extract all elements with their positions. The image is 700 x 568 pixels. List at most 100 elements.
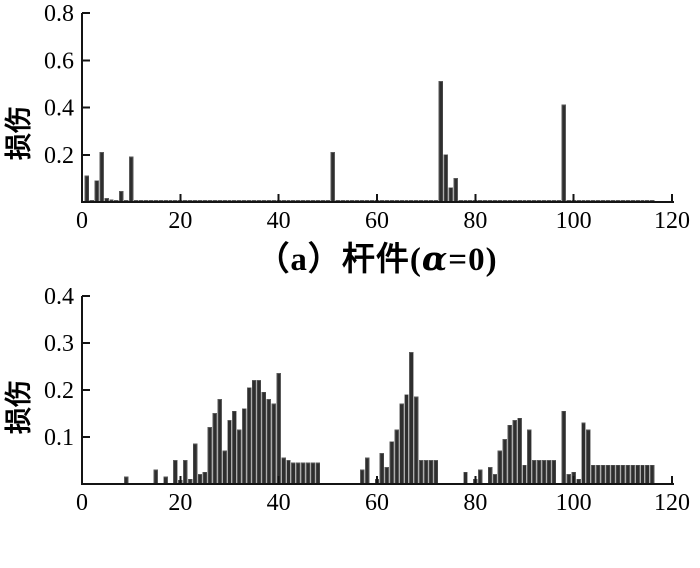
bar [497, 450, 503, 485]
caption-a-post: =0) [448, 242, 498, 278]
bar [532, 460, 537, 485]
bar [291, 462, 296, 485]
x-tick-label: 100 [556, 208, 592, 234]
x-tick-label: 120 [654, 490, 690, 516]
bar [197, 474, 203, 485]
bar [463, 471, 468, 485]
bar [301, 462, 306, 485]
bar [546, 460, 552, 485]
bar [394, 429, 399, 485]
bar [389, 441, 394, 485]
bar [438, 81, 444, 203]
y-tick-label: 0.4 [44, 284, 74, 310]
bar [620, 464, 626, 485]
bar [242, 408, 247, 485]
bar [119, 190, 124, 203]
bar [227, 420, 232, 485]
axes-b [81, 295, 674, 485]
bar [487, 467, 493, 485]
x-tick-label: 120 [654, 208, 690, 234]
bar [566, 474, 571, 485]
bar [256, 380, 262, 485]
bar [433, 460, 439, 485]
bar [507, 424, 512, 485]
x-tick-label: 40 [267, 490, 291, 516]
bar [246, 387, 252, 485]
bar [527, 429, 532, 485]
bar [330, 151, 335, 203]
bar [212, 413, 217, 485]
bar [84, 175, 90, 203]
bar [207, 427, 213, 485]
x-tick-label: 60 [365, 208, 389, 234]
bar [478, 469, 483, 485]
bar [522, 464, 527, 485]
bar [124, 476, 129, 485]
chart-b-canvas: 损伤 0 20 40 60 80 100 120 0.1 0.2 0.3 0.4 [4, 284, 690, 516]
bar [173, 460, 178, 485]
bar [600, 464, 606, 485]
chart-b-ylabel: 损伤 [4, 380, 34, 434]
y-tick-label: 0.3 [44, 331, 74, 357]
bar [281, 457, 286, 485]
bar [423, 460, 429, 485]
bar [586, 429, 591, 485]
tick-labels-b: 0 20 40 60 80 100 120 0.1 0.2 0.3 0.4 [44, 284, 690, 516]
x-tick-label: 20 [168, 490, 192, 516]
x-tick-label: 80 [463, 490, 487, 516]
bar [492, 474, 498, 485]
bar [384, 467, 390, 485]
bar [153, 469, 158, 485]
bar [271, 403, 276, 485]
bar [630, 464, 635, 485]
bars-series-a [84, 81, 655, 203]
y-tick-label: 0.6 [44, 48, 74, 74]
bar [443, 154, 449, 203]
bar [561, 410, 567, 485]
bar [561, 104, 567, 203]
bar [251, 380, 257, 485]
bar [596, 464, 601, 485]
bar [640, 464, 645, 485]
chart-a-canvas: 损伤 0 20 40 60 80 100 120 0.2 0.4 0.6 0.8 [4, 1, 690, 234]
x-tick-label: 80 [463, 208, 487, 234]
y-tick-label: 0.2 [44, 143, 74, 169]
bar [305, 462, 311, 485]
chart-a-caption: （a）杆件(α=0) [82, 232, 672, 280]
bar [428, 460, 434, 485]
bar [315, 462, 321, 485]
bar [419, 460, 424, 485]
x-tick-label: 100 [556, 490, 592, 516]
bar [591, 464, 596, 485]
tick-labels-a: 0 20 40 60 80 100 120 0.2 0.4 0.6 0.8 [44, 1, 690, 234]
x-tick-label: 60 [365, 490, 389, 516]
bar [517, 417, 522, 485]
bar [615, 464, 621, 485]
bar [217, 399, 222, 485]
bar [610, 464, 616, 485]
bar [581, 422, 586, 485]
subplot-a: 损伤 0 20 40 60 80 100 120 0.2 0.4 0.6 0.8 （a）杆件(α=0… [4, 1, 690, 280]
bar [414, 396, 419, 485]
bar [261, 391, 267, 485]
bar [551, 460, 557, 485]
bar [404, 394, 409, 485]
bar [409, 352, 414, 485]
bar [399, 403, 404, 485]
bar [202, 471, 208, 485]
bar [192, 443, 198, 485]
bar [99, 151, 104, 203]
bar [310, 462, 316, 485]
bar [276, 373, 281, 485]
bar [502, 438, 508, 485]
bar [541, 460, 547, 485]
chart-a-ylabel: 损伤 [4, 106, 34, 160]
bar [379, 453, 385, 485]
bar [448, 187, 453, 203]
caption-a-alpha-symbol: α [421, 239, 449, 278]
bar [605, 464, 611, 485]
bar [453, 177, 458, 203]
bar [237, 429, 242, 485]
bar [232, 410, 237, 485]
